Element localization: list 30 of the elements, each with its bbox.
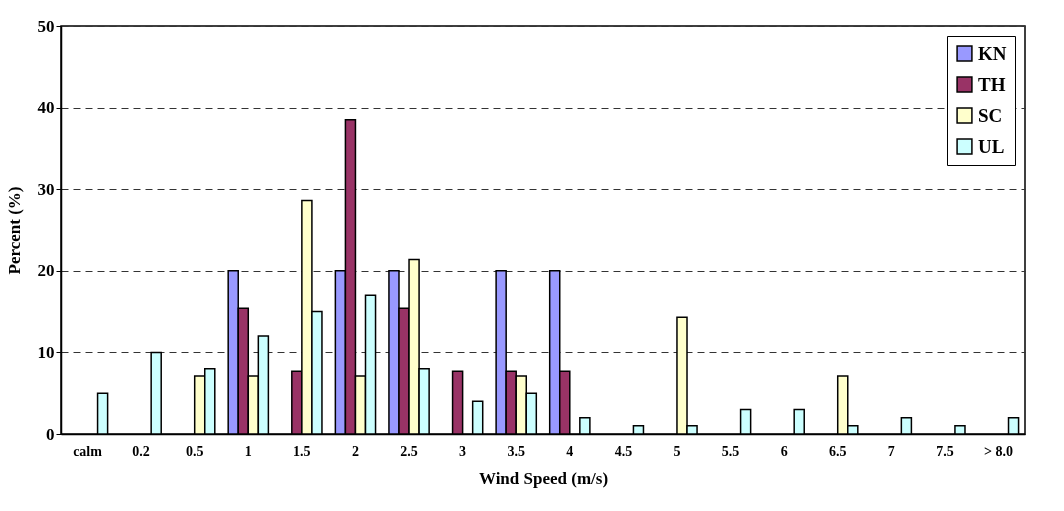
x-tick-label: 4 (566, 443, 574, 459)
x-tick-label: 4.5 (614, 443, 633, 459)
x-tick-label: 6 (780, 443, 788, 459)
y-axis-title: Percent (%) (4, 186, 24, 275)
x-tick-label: 6.5 (828, 443, 847, 459)
y-tick-label: 40 (37, 98, 55, 118)
x-tick-label: 7.5 (936, 443, 954, 459)
y-tick-label: 20 (37, 261, 55, 281)
x-tick-label: 0.5 (185, 443, 204, 459)
legend-label: KN (978, 42, 1007, 64)
legend-label: SC (978, 104, 1003, 126)
y-tick-label: 30 (37, 179, 55, 199)
y-tick-label: 50 (37, 16, 55, 36)
x-tick-label: 2.5 (400, 443, 418, 459)
x-tick-label: calm (73, 443, 103, 459)
x-tick-label: 0.2 (132, 443, 150, 459)
y-tick-label: 0 (46, 424, 55, 444)
x-tick-label: 1 (244, 443, 252, 459)
x-tick-label: 2 (351, 443, 359, 459)
x-tick-label: > 8.0 (983, 443, 1013, 459)
y-tick-label: 10 (37, 342, 55, 362)
x-tick-label: 5.5 (721, 443, 740, 459)
legend-label: TH (978, 73, 1006, 95)
x-tick-label: 7 (887, 443, 895, 459)
x-axis-title: Wind Speed (m/s) (478, 468, 609, 488)
legend-label: UL (978, 135, 1005, 157)
x-tick-label: 5 (673, 443, 681, 459)
x-tick-label: 3.5 (507, 443, 525, 459)
x-tick-label: 1.5 (293, 443, 311, 459)
x-tick-label: 3 (459, 443, 467, 459)
